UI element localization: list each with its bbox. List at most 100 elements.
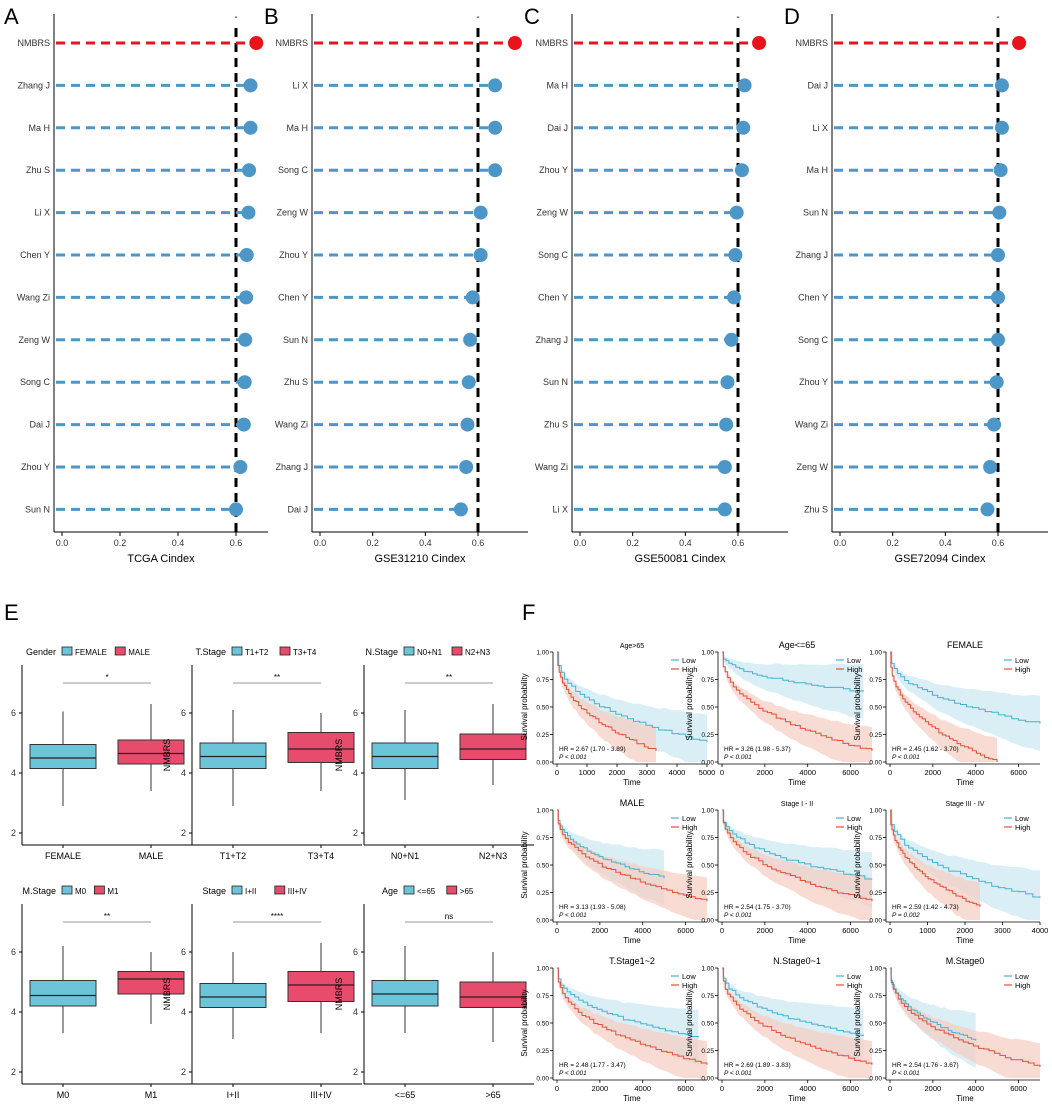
lollipop-point: [992, 205, 1007, 220]
x-axis-title: Time: [788, 1094, 806, 1103]
x-tick-label: 2000: [925, 1084, 942, 1093]
lollipop-point: [737, 78, 752, 93]
y-tick-label: 0.75: [701, 835, 714, 842]
significance-label: **: [274, 673, 280, 682]
y-tick-label: 4: [11, 1007, 16, 1017]
km-plot-f6: Stage III - IV 0.00 0.25 0.50 0.75 1.00 0 1000 2…: [853, 801, 1048, 945]
y-tick-label: 6: [353, 708, 358, 718]
x-axis-title: Time: [623, 1094, 641, 1103]
hazard-ratio: HR = 2.67 (1.70 - 3.89): [559, 746, 626, 753]
y-tick-label: 0.25: [701, 1048, 714, 1055]
y-tick-label: Song C: [538, 250, 569, 260]
y-axis-title: NMBRS: [334, 739, 344, 772]
y-axis-title: Survival probability: [520, 673, 529, 740]
y-tick-label: Ma H: [28, 123, 50, 133]
y-tick-label: 4: [353, 1007, 358, 1017]
x-tick-label: 2000: [592, 926, 609, 935]
legend-label-high: III+IV: [288, 887, 308, 896]
x-tick-label: 0.6: [230, 538, 243, 548]
legend-swatch-low: [61, 646, 73, 656]
lollipop-point: [728, 248, 743, 262]
y-axis-title: NMBRS: [334, 978, 344, 1011]
hazard-ratio: HR = 2.54 (1.76 - 3.67): [892, 1062, 959, 1069]
x-tick-label: 0.4: [939, 538, 952, 548]
x-tick-label: 2000: [957, 926, 974, 935]
y-tick-label: Zhou Y: [799, 377, 828, 387]
legend-label-low: Low: [1015, 814, 1029, 823]
survival-curve-high: [722, 809, 873, 902]
y-tick-label: Zhu S: [544, 420, 568, 430]
lollipop-point: [463, 332, 478, 347]
y-tick-label: Zhou Y: [279, 250, 308, 260]
y-tick-label: 6: [11, 947, 16, 957]
ci-band-high: [890, 810, 980, 920]
y-tick-label: 1.00: [869, 650, 882, 657]
y-tick-label: Dai J: [29, 420, 50, 430]
ci-band-high: [557, 810, 707, 920]
x-tick-label: 0.0: [314, 538, 327, 548]
legend-label-high: High: [682, 665, 697, 674]
x-tick-label: N2+N3: [479, 851, 507, 861]
y-tick-label: 0.25: [701, 890, 714, 897]
legend-label-low: Low: [682, 972, 696, 981]
x-tick-label: 4000: [669, 768, 686, 777]
x-tick-label: 2000: [757, 1084, 774, 1093]
y-tick-label: 6: [181, 947, 186, 957]
lollipop-point: [729, 205, 744, 220]
x-tick-label: 6000: [1010, 768, 1027, 777]
box: [199, 742, 267, 769]
y-tick-label: Li X: [552, 504, 568, 514]
x-tick-label: 3000: [994, 926, 1011, 935]
y-tick-label: 0.25: [869, 732, 882, 739]
panel-label-c: C: [524, 4, 540, 29]
x-tick-label: 0: [888, 768, 892, 777]
y-tick-label: 2: [11, 828, 16, 838]
x-tick-label: 0.6: [472, 538, 485, 548]
box: [29, 980, 97, 1007]
x-tick-label: 0.2: [886, 538, 899, 548]
lollipop-point: [236, 417, 251, 432]
y-tick-label: 1.00: [701, 966, 714, 973]
y-tick-label: 1.00: [536, 808, 549, 815]
lollipop-point: [249, 36, 264, 50]
y-tick-label: 0.50: [701, 1021, 714, 1028]
ci-band-high: [890, 652, 998, 762]
survival-curve-low: [890, 809, 1041, 898]
lollipop-point: [989, 375, 1004, 390]
km-plot-f5: Stage I - II 0.00 0.25 0.50 0.75 1.00 0 2000 400…: [685, 801, 873, 945]
x-axis-title: Time: [788, 936, 806, 945]
lollipop-point: [242, 163, 257, 178]
lollipop-point: [724, 332, 739, 347]
x-tick-label: 4000: [634, 1084, 651, 1093]
y-tick-label: 2: [353, 828, 358, 838]
x-tick-label: T3+T4: [308, 851, 334, 861]
x-axis-title: Time: [956, 778, 974, 787]
km-title: T.Stage1~2: [609, 956, 655, 966]
y-tick-label: 0.00: [701, 1076, 714, 1083]
lollipop-point: [717, 502, 732, 517]
x-tick-label: 0.0: [834, 538, 847, 548]
lollipop-point: [752, 36, 767, 50]
lollipop-point: [983, 460, 998, 474]
y-tick-label: 0.75: [536, 677, 549, 684]
box: [199, 983, 267, 1008]
km-title: Stage I - II: [781, 801, 813, 808]
x-tick-label: FEMALE: [45, 851, 81, 861]
x-axis-title: Time: [623, 936, 641, 945]
box: [459, 733, 527, 760]
lollipop-chart-b: 0.0 0.2 0.4 0.6 GSE31210 Cindex - NMBRS Li X Ma …: [275, 12, 528, 565]
x-tick-label: 0.6: [732, 538, 745, 548]
y-tick-label: Dai J: [547, 123, 568, 133]
legend-swatch-low: [403, 885, 415, 895]
x-tick-label: 2000: [757, 768, 774, 777]
p-value: P < 0.001: [559, 754, 587, 761]
km-title: Stage III - IV: [946, 801, 985, 808]
y-tick-label: Sun N: [803, 208, 828, 218]
survival-curve-low: [557, 809, 665, 879]
lollipop-point: [991, 290, 1005, 305]
y-tick-label: Li X: [292, 80, 308, 90]
lollipop-point: [243, 78, 258, 93]
x-tick-label: T1+T2: [220, 851, 246, 861]
panel-label-d: D: [784, 4, 800, 29]
